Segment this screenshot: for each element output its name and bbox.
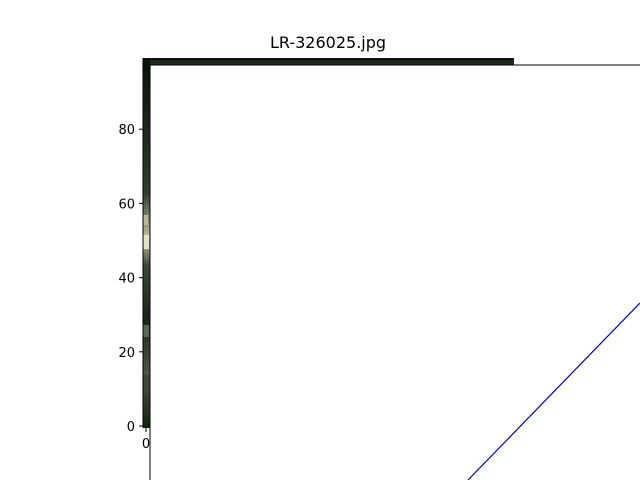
- y-tick-label: 0: [127, 420, 135, 435]
- y-tick-label: 60: [118, 197, 135, 212]
- y-tick-label: 80: [118, 123, 135, 138]
- chart-title: LR-326025.jpg: [269, 33, 387, 52]
- diagonal-line: [467, 302, 640, 480]
- image-top-strip: [150, 60, 514, 66]
- y-tick-label: 20: [118, 346, 135, 361]
- x-tick-label: 0: [142, 437, 150, 452]
- overlay-panel-fill: [150, 65, 640, 480]
- y-tick-label: 40: [118, 272, 135, 287]
- y-axis: 0 20 40 60 80: [118, 58, 144, 435]
- overlay-panel: [149, 64, 640, 480]
- image-highlight: [143, 235, 149, 249]
- x-axis: 0: [142, 428, 150, 452]
- image-patch-2: [143, 375, 149, 393]
- image-highlight-2: [143, 215, 148, 225]
- image-patch: [143, 325, 149, 337]
